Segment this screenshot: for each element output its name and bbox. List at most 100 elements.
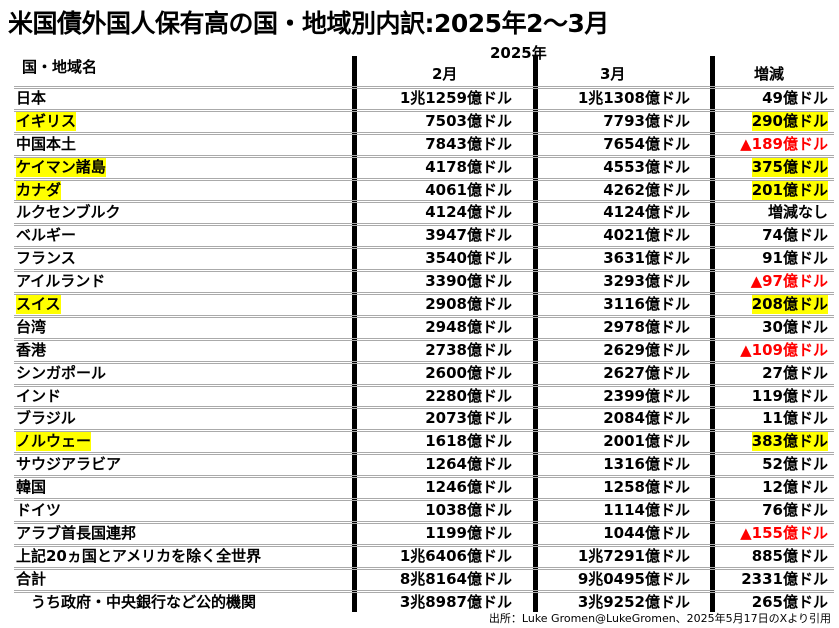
cell-mar: 3116億ドル bbox=[603, 295, 690, 314]
cell-mar: 9兆0495億ドル bbox=[577, 569, 690, 588]
cell-change: ▲109億ドル bbox=[740, 340, 828, 359]
cell-name: カナダ bbox=[16, 180, 62, 200]
cell-change: 30億ドル bbox=[762, 317, 828, 336]
cell-feb: 4061億ドル bbox=[425, 180, 512, 199]
cell-name: 香港 bbox=[16, 340, 47, 359]
cell-name: アイルランド bbox=[16, 272, 106, 291]
cell-feb: 7843億ドル bbox=[425, 134, 512, 153]
cell-change: 74億ドル bbox=[762, 226, 828, 245]
cell-name: イギリス bbox=[16, 111, 77, 131]
column-divider bbox=[352, 56, 357, 612]
table-row: イギリス 7503億ドル 7793億ドル 290億ドル bbox=[14, 108, 834, 132]
table-row: サウジアラビア 1264億ドル 1316億ドル 52億ドル bbox=[14, 452, 834, 475]
cell-mar: 2399億ドル bbox=[603, 386, 690, 405]
page-title: 米国債外国人保有高の国・地域別内訳:2025年2〜3月 bbox=[8, 9, 609, 38]
table-row: ブラジル 2073億ドル 2084億ドル 11億ドル bbox=[14, 406, 834, 429]
table-row: インド 2280億ドル 2399億ドル 119億ドル bbox=[14, 383, 834, 407]
header-change: 増減 bbox=[754, 65, 785, 83]
cell-change: 383億ドル bbox=[751, 432, 828, 452]
cell-name: 中国本土 bbox=[16, 134, 77, 153]
cell-mar: 4262億ドル bbox=[603, 180, 690, 199]
cell-mar: 7654億ドル bbox=[603, 134, 690, 153]
cell-feb: 4178億ドル bbox=[425, 157, 512, 176]
cell-mar: 1兆7291億ドル bbox=[577, 546, 690, 565]
table-row: ルクセンブルク 4124億ドル 4124億ドル 増減なし bbox=[14, 200, 834, 223]
table-row: フランス 3540億ドル 3631億ドル 91億ドル bbox=[14, 246, 834, 269]
cell-name: ケイマン諸島 bbox=[16, 157, 106, 177]
cell-mar: 1044億ドル bbox=[603, 523, 690, 542]
cell-mar: 4021億ドル bbox=[603, 226, 690, 245]
cell-feb: 1246億ドル bbox=[425, 478, 512, 497]
cell-feb: 1618億ドル bbox=[425, 432, 512, 451]
cell-mar: 1258億ドル bbox=[603, 478, 690, 497]
header-year: 2025年 bbox=[490, 44, 547, 62]
cell-change: 11億ドル bbox=[762, 409, 828, 428]
cell-change: 208億ドル bbox=[751, 295, 828, 315]
cell-feb: 1199億ドル bbox=[425, 523, 512, 542]
cell-change: 91億ドル bbox=[762, 249, 828, 268]
cell-change: 76億ドル bbox=[762, 501, 828, 520]
cell-name: ドイツ bbox=[16, 501, 62, 520]
cell-name: ルクセンブルク bbox=[16, 203, 121, 222]
table-row: 台湾 2948億ドル 2978億ドル 30億ドル bbox=[14, 314, 834, 338]
column-divider bbox=[710, 56, 715, 612]
cell-mar: 4553億ドル bbox=[603, 157, 690, 176]
cell-name: 合計 bbox=[16, 569, 47, 588]
header-name: 国・地域名 bbox=[22, 58, 98, 76]
cell-feb: 4124億ドル bbox=[425, 203, 512, 222]
table-row: うち政府・中央銀行など公的機関 3兆8987億ドル 3兆9252億ドル 265億ドル bbox=[14, 589, 834, 613]
cell-mar: 2978億ドル bbox=[603, 317, 690, 336]
cell-name: うち政府・中央銀行など公的機関 bbox=[16, 592, 257, 611]
table-row: ベルギー 3947億ドル 4021億ドル 74億ドル bbox=[14, 223, 834, 246]
table-row: ケイマン諸島 4178億ドル 4553億ドル 375億ドル bbox=[14, 154, 834, 178]
cell-feb: 2073億ドル bbox=[425, 409, 512, 428]
cell-feb: 3540億ドル bbox=[425, 249, 512, 268]
cell-name: フランス bbox=[16, 249, 76, 268]
data-table: 日本 1兆1259億ドル 1兆1308億ドル 49億ドル イギリス 7503億ドル 7793… bbox=[14, 86, 834, 612]
cell-change: 増減なし bbox=[767, 203, 828, 222]
table-row: 香港 2738億ドル 2629億ドル ▲109億ドル bbox=[14, 337, 834, 361]
cell-change: 12億ドル bbox=[762, 478, 828, 497]
cell-mar: 2629億ドル bbox=[603, 340, 690, 359]
cell-mar: 1316億ドル bbox=[603, 455, 690, 474]
cell-feb: 1兆6406億ドル bbox=[399, 546, 512, 565]
cell-name: ノルウェー bbox=[16, 432, 92, 452]
cell-name: シンガポール bbox=[16, 363, 107, 382]
table-row: アラブ首長国連邦 1199億ドル 1044億ドル ▲155億ドル bbox=[14, 520, 834, 544]
cell-change: ▲97億ドル bbox=[750, 272, 828, 291]
cell-name: 韓国 bbox=[16, 478, 47, 497]
cell-change: 119億ドル bbox=[751, 386, 828, 405]
table-row: アイルランド 3390億ドル 3293億ドル ▲97億ドル bbox=[14, 269, 834, 292]
cell-feb: 8兆8164億ドル bbox=[399, 569, 512, 588]
cell-feb: 3390億ドル bbox=[425, 272, 512, 291]
cell-feb: 2908億ドル bbox=[425, 295, 512, 314]
cell-feb: 1264億ドル bbox=[425, 455, 512, 474]
cell-mar: 3631億ドル bbox=[603, 249, 690, 268]
cell-name: 台湾 bbox=[16, 317, 47, 336]
cell-name: ベルギー bbox=[16, 226, 77, 245]
table-row: 中国本土 7843億ドル 7654億ドル ▲189億ドル bbox=[14, 131, 834, 155]
cell-feb: 1038億ドル bbox=[425, 501, 512, 520]
cell-feb: 3947億ドル bbox=[425, 226, 512, 245]
cell-feb: 2738億ドル bbox=[425, 340, 512, 359]
cell-feb: 1兆1259億ドル bbox=[399, 89, 512, 107]
cell-mar: 2627億ドル bbox=[603, 363, 690, 382]
cell-change: 201億ドル bbox=[751, 180, 828, 200]
cell-name: ブラジル bbox=[16, 409, 76, 428]
cell-feb: 7503億ドル bbox=[425, 111, 512, 130]
cell-change: 52億ドル bbox=[762, 455, 828, 474]
table-row: 韓国 1246億ドル 1258億ドル 12億ドル bbox=[14, 475, 834, 498]
cell-feb: 2948億ドル bbox=[425, 317, 512, 336]
cell-name: スイス bbox=[16, 295, 61, 315]
table-row: カナダ 4061億ドル 4262億ドル 201億ドル bbox=[14, 177, 834, 201]
table-row: ドイツ 1038億ドル 1114億ドル 76億ドル bbox=[14, 498, 834, 521]
table-row: スイス 2908億ドル 3116億ドル 208億ドル bbox=[14, 292, 834, 315]
source-note: 出所：Luke Gromen@LukeGromen、2025年5月17日のXより… bbox=[488, 612, 831, 625]
table-row: シンガポール 2600億ドル 2627億ドル 27億ドル bbox=[14, 360, 834, 384]
cell-change: ▲189億ドル bbox=[740, 134, 828, 153]
cell-change: ▲155億ドル bbox=[740, 523, 828, 542]
cell-name: インド bbox=[16, 386, 62, 405]
table-row: 合計 8兆8164億ドル 9兆0495億ドル 2331億ドル bbox=[14, 566, 834, 590]
table-row: 日本 1兆1259億ドル 1兆1308億ドル 49億ドル bbox=[14, 86, 834, 109]
cell-name: アラブ首長国連邦 bbox=[16, 523, 137, 542]
